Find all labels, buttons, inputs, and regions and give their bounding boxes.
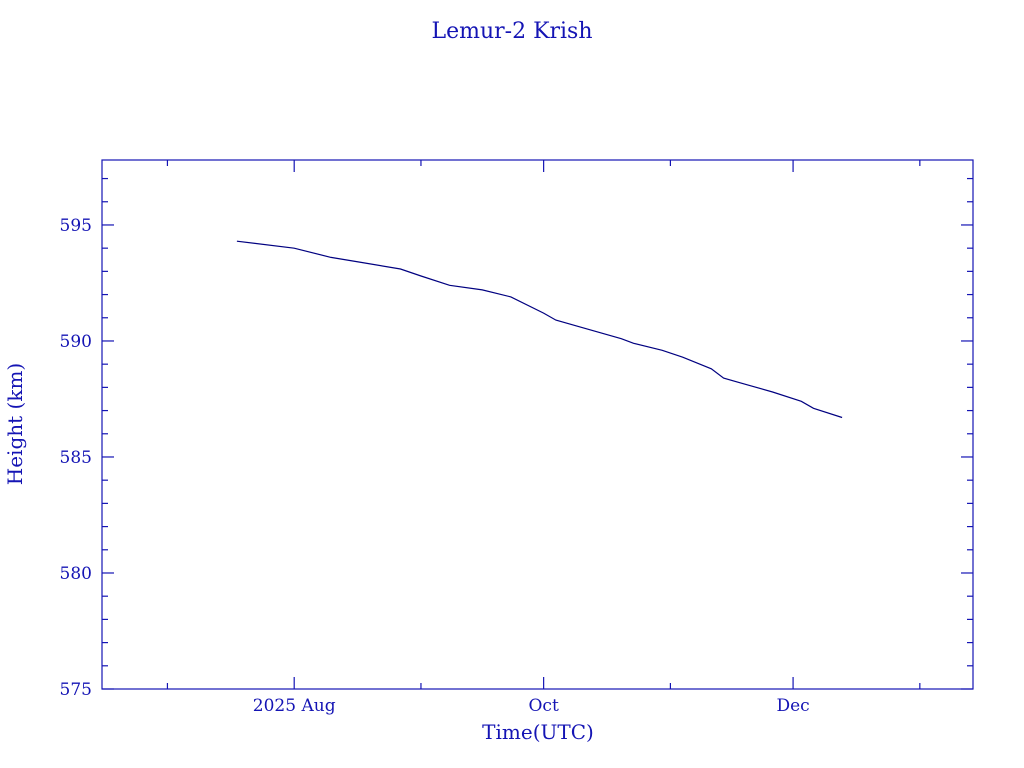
y-tick-label: 585 [60, 448, 92, 468]
y-tick-label: 595 [60, 216, 92, 236]
series-line [236, 240, 843, 419]
y-axis-label: Height (km) [3, 363, 27, 485]
x-axis-label: Time(UTC) [482, 720, 594, 744]
y-tick-label: 580 [60, 564, 92, 584]
x-tick-labels: 2025 Aug Oct Dec [253, 696, 810, 716]
y-tick-label: 575 [60, 680, 92, 700]
x-tick-label: Dec [776, 696, 809, 716]
plot-frame [101, 159, 974, 690]
chart-title: Lemur-2 Krish [431, 19, 592, 44]
axis-ticks [102, 160, 973, 690]
y-tick-label: 590 [60, 332, 92, 352]
x-tick-label: Oct [528, 696, 558, 716]
x-tick-label: 2025 Aug [253, 696, 336, 716]
y-tick-labels: 575 580 585 590 595 [60, 216, 92, 700]
